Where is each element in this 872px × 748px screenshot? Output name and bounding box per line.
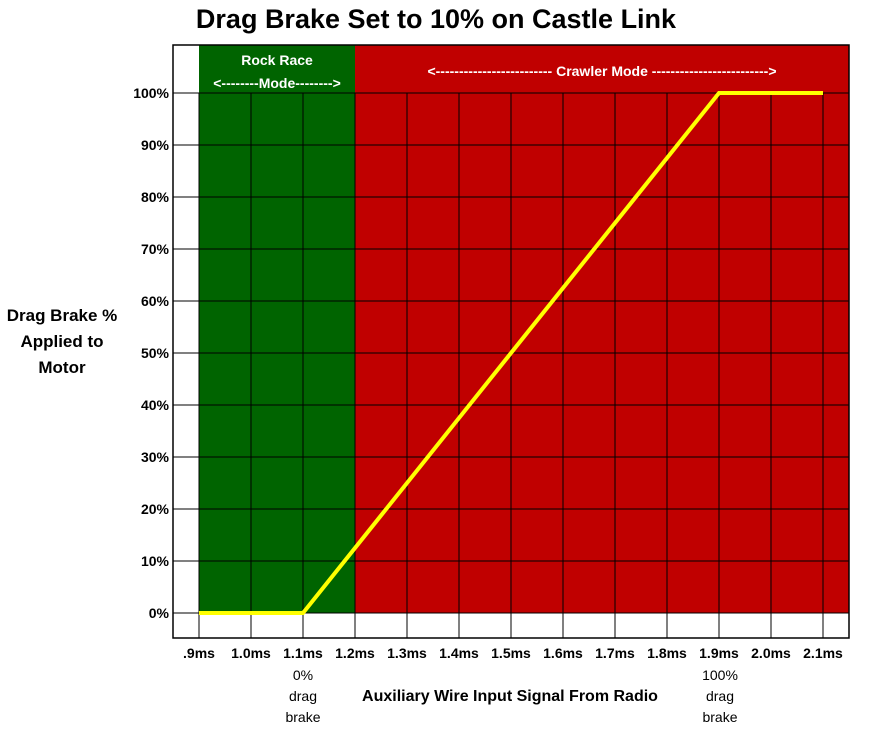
x-tick-label: 2.1ms — [803, 645, 843, 661]
annotation-line: 0% — [292, 667, 314, 683]
y-tick-label: 20% — [141, 501, 170, 517]
annotation-line: drag — [705, 688, 735, 704]
x-tick-label: 1.7ms — [595, 645, 635, 661]
y-tick-label: 80% — [141, 189, 170, 205]
y-axis-label-line: Motor — [38, 358, 86, 377]
y-tick-label: 100% — [133, 85, 169, 101]
y-tick-label: 10% — [141, 553, 170, 569]
x-tick-label: 1.4ms — [439, 645, 479, 661]
y-axis-label-line: Applied to — [20, 332, 104, 351]
annotation-line: brake — [702, 709, 738, 725]
x-tick-label: 2.0ms — [751, 645, 791, 661]
region-0 — [199, 45, 355, 613]
x-tick-label: 1.2ms — [335, 645, 375, 661]
y-tick-label: 70% — [141, 241, 170, 257]
y-tick-label: 90% — [141, 137, 170, 153]
series-line-0 — [199, 91, 823, 615]
annotation-line: drag — [288, 688, 318, 704]
x-tick-label: 1.6ms — [543, 645, 583, 661]
x-tick-label: .9ms — [183, 645, 215, 661]
plot-frame-border — [172, 44, 850, 639]
x-tick-label: 1.8ms — [647, 645, 687, 661]
annotation-line: 100% — [702, 667, 738, 683]
x-tick-label: 1.0ms — [231, 645, 271, 661]
region-label-mode: <--------Mode--------> — [213, 75, 341, 91]
y-axis-label: Drag Brake % Applied to Motor — [0, 303, 124, 381]
x-tick-label: 1.1ms — [283, 645, 323, 661]
y-tick-label: 40% — [141, 397, 170, 413]
y-axis-label-line: Drag Brake % — [6, 306, 118, 325]
chart-title: Drag Brake Set to 10% on Castle Link — [195, 4, 677, 34]
y-tick-label: 30% — [141, 449, 170, 465]
annotation-100-drag-brake: 100% drag brake — [690, 665, 750, 728]
x-axis-label: Auxiliary Wire Input Signal From Radio — [362, 688, 658, 705]
x-tick-label: 1.3ms — [387, 645, 427, 661]
y-tick-label: 0% — [149, 605, 170, 621]
x-tick-label: 1.9ms — [699, 645, 739, 661]
y-tick-label: 60% — [141, 293, 170, 309]
region-label-crawler-mode: <------------------------- Crawler Mode … — [427, 63, 776, 79]
y-tick-label: 50% — [141, 345, 170, 361]
annotation-0-drag-brake: 0% drag brake — [273, 665, 333, 728]
annotation-line: brake — [285, 709, 321, 725]
region-1 — [355, 45, 849, 613]
region-label-rock-race: Rock Race — [241, 52, 313, 68]
x-tick-label: 1.5ms — [491, 645, 531, 661]
